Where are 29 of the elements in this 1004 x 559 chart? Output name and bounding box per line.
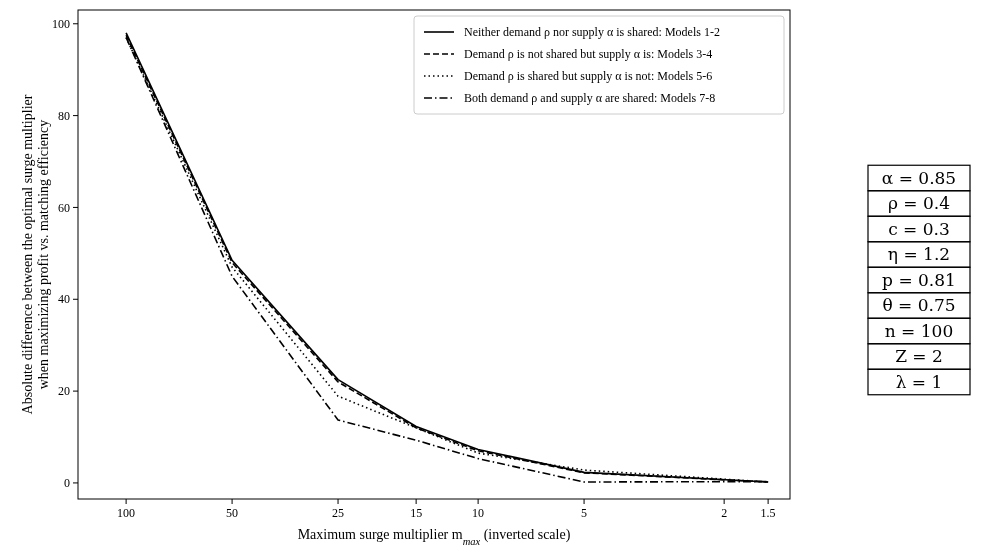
y-tick-label: 80 — [58, 108, 70, 123]
text: λ = 1 — [895, 371, 943, 392]
legend-label: Both demand ρ and supply α are shared: Models 7-8 — [464, 91, 716, 106]
x-tick-label: 2 — [721, 506, 728, 520]
x-tick-label: 25 — [332, 506, 345, 520]
x-axis-title: Maximum surge multiplier m$_{max}$ (inverted scale) — [297, 527, 571, 547]
y-tick-label: 20 — [58, 384, 70, 399]
text: c = 0.3 — [888, 218, 950, 239]
y-tick-label: 100 — [52, 16, 70, 31]
y-tick-label: 60 — [58, 200, 70, 215]
text: ρ = 0.4 — [887, 193, 951, 214]
text: α = 0.85 — [881, 167, 957, 188]
y-tick-label: 40 — [58, 292, 70, 307]
text: Z = 2 — [895, 346, 943, 367]
x-tick-label: 15 — [410, 506, 423, 520]
text: n = 100 — [884, 320, 954, 341]
legend-label: Demand ρ is not shared but supply α is: Models 3-4 — [464, 47, 713, 62]
text: θ = 0.75 — [882, 295, 956, 316]
x-tick-label: 100 — [117, 506, 136, 520]
text: p = 0.81 — [882, 269, 956, 290]
legend-label: Demand ρ is shared but supply α is not: Models 5-6 — [464, 69, 713, 84]
x-tick-label: 1.5 — [760, 506, 776, 520]
x-tick-label: 5 — [581, 506, 588, 520]
x-tick-label: 50 — [226, 506, 239, 520]
y-axis-title: Absolute difference between the optimal surge multiplier when maximizing profit vs. matching efficiency — [20, 94, 51, 415]
legend-label: Neither demand ρ nor supply α is shared: Models 1-2 — [464, 25, 720, 40]
x-tick-label: 10 — [472, 506, 485, 520]
text: η = 1.2 — [887, 244, 951, 265]
y-tick-label: 0 — [64, 476, 70, 491]
